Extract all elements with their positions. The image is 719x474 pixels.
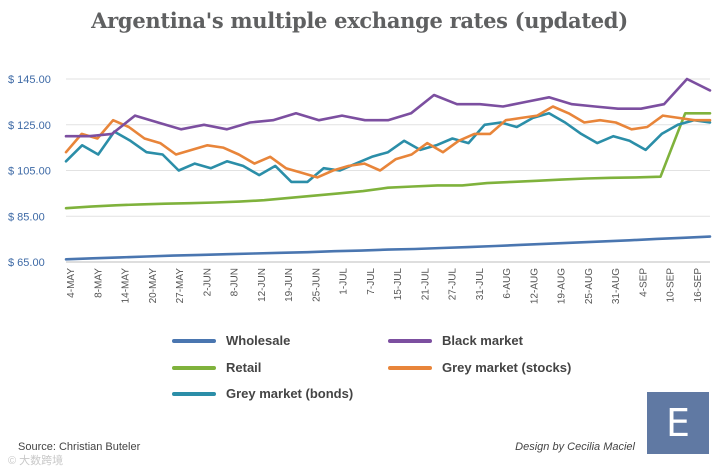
design-credit: Design by Cecilia Maciel [515,441,635,453]
x-tick-label: 6-AUG [502,268,513,299]
legend-swatch-wholesale [172,338,216,343]
legend-swatch-grey-bonds [172,391,216,396]
x-tick-label: 7-JUL [366,268,377,295]
series-line-retail [64,112,712,210]
legend-label-retail: Retail [226,360,262,375]
series-line-grey-market-bonds [64,112,712,184]
source-note: Source: Christian Buteler [18,441,141,453]
x-tick-label: 14-MAY [121,268,132,304]
x-tick-label: 31-AUG [611,268,622,304]
chart-canvas: $ 65.00 $ 85.00 $ 105.00 $ 125.00 $ 145.00 4… [8,74,712,305]
series-line-black-market [64,77,712,138]
publisher-logo: E [647,392,709,454]
y-tick-label: $ 125.00 [8,120,51,132]
x-tick-label: 12-AUG [529,268,540,304]
legend-item-wholesale: Wholesale [172,333,290,348]
x-tick-label: 8-JUN [230,268,241,296]
x-tick-label: 4-SEP [638,268,649,297]
x-tick-label: 25-AUG [584,268,595,304]
grid-lines [66,78,710,263]
x-tick-label: 19-JUN [284,268,295,302]
legend-item-black-market: Black market [388,333,523,348]
legend-item-grey-stocks: Grey market (stocks) [388,360,571,375]
x-tick-label: 25-JUN [311,268,322,302]
legend-item-grey-bonds: Grey market (bonds) [172,386,353,401]
legend-swatch-black-market [388,338,432,343]
x-tick-label: 27-JUL [448,268,459,301]
legend-label-grey-stocks: Grey market (stocks) [442,360,572,375]
chart-title: Argentina's multiple exchange rates (upd… [91,8,628,33]
x-tick-label: 31-JUL [475,268,486,301]
x-tick-label: 20-MAY [148,268,159,304]
x-tick-label: 12-JUN [257,268,268,302]
x-tick-label: 8-MAY [93,268,104,298]
x-tick-label: 16-SEP [693,268,704,303]
series-line-grey-market-stocks [64,105,712,179]
legend-label-black-market: Black market [442,333,523,348]
x-tick-label: 15-JUL [393,268,404,301]
legend-label-grey-bonds: Grey market (bonds) [226,386,354,401]
x-tick-label: 27-MAY [175,268,186,304]
x-tick-label: 19-AUG [557,268,568,304]
y-tick-label: $ 105.00 [8,166,51,178]
y-axis: $ 65.00 $ 85.00 $ 105.00 $ 125.00 $ 145.00 [8,74,51,269]
legend-label-wholesale: Wholesale [226,333,291,348]
series-lines [64,77,712,261]
y-tick-label: $ 85.00 [8,211,45,223]
legend-item-retail: Retail [172,360,261,375]
legend-swatch-retail [172,365,216,370]
x-tick-label: 2-JUN [202,268,213,296]
y-tick-label: $ 65.00 [8,257,45,269]
x-tick-label: 4-MAY [66,268,77,298]
y-tick-label: $ 145.00 [8,74,51,86]
legend-swatch-grey-stocks [388,365,432,370]
x-axis: 4-MAY 8-MAY 14-MAY 20-MAY 27-MAY 2-JUN 8-JUN 12… [66,268,704,305]
x-tick-label: 21-JUL [420,268,431,301]
watermark: © 大数跨境 [8,455,64,467]
x-tick-label: 1-JUL [339,268,350,295]
x-tick-label: 10-SEP [666,268,677,303]
series-line-wholesale [64,235,712,261]
